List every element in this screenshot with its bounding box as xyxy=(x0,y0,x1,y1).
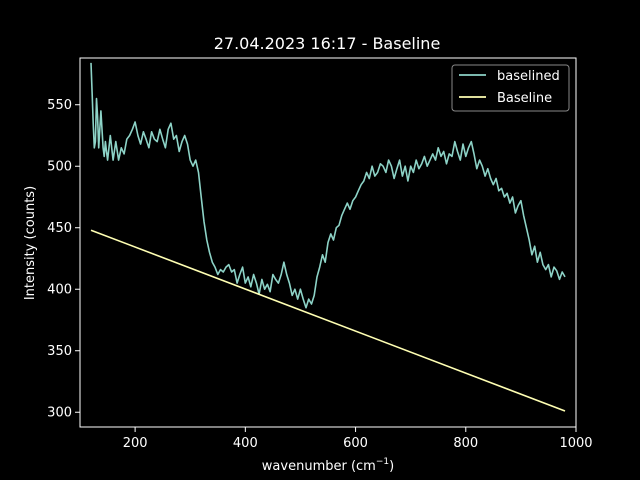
y-tick-label: 500 xyxy=(47,160,72,175)
legend-box xyxy=(451,64,570,112)
y-tick-label: 550 xyxy=(47,98,72,113)
legend: baselined Baseline xyxy=(451,64,570,112)
x-axis-label: wavenumber (cm−1) xyxy=(262,457,394,474)
series-line-baselined xyxy=(90,62,566,309)
y-tick-label: 400 xyxy=(47,283,72,298)
x-axis-label-text: wavenumber (cm xyxy=(262,459,376,474)
x-tick-label: 800 xyxy=(453,436,478,451)
legend-label-baselined: baselined xyxy=(497,69,560,84)
y-tick-label: 300 xyxy=(47,406,72,421)
x-tick-label: 200 xyxy=(123,436,148,451)
x-axis-label-superscript: −1 xyxy=(376,457,389,467)
x-tick-label: 1000 xyxy=(559,436,592,451)
y-tick-label: 450 xyxy=(47,221,72,236)
chart-title: 27.04.2023 16:17 - Baseline xyxy=(214,34,441,53)
x-axis-label-close: ) xyxy=(389,459,394,474)
plot-frame xyxy=(79,57,577,428)
x-axis: 200 400 600 800 1000 xyxy=(123,427,593,451)
x-tick-label: 600 xyxy=(343,436,368,451)
legend-label-baseline: Baseline xyxy=(497,91,552,106)
x-tick-label: 400 xyxy=(233,436,258,451)
y-axis: 300 350 400 450 500 550 xyxy=(47,98,80,421)
series-line-baseline xyxy=(90,229,566,412)
plot-area xyxy=(79,57,577,428)
y-tick-label: 350 xyxy=(47,344,72,359)
y-axis-label: Intensity (counts) xyxy=(23,186,38,300)
series-group xyxy=(90,62,566,412)
